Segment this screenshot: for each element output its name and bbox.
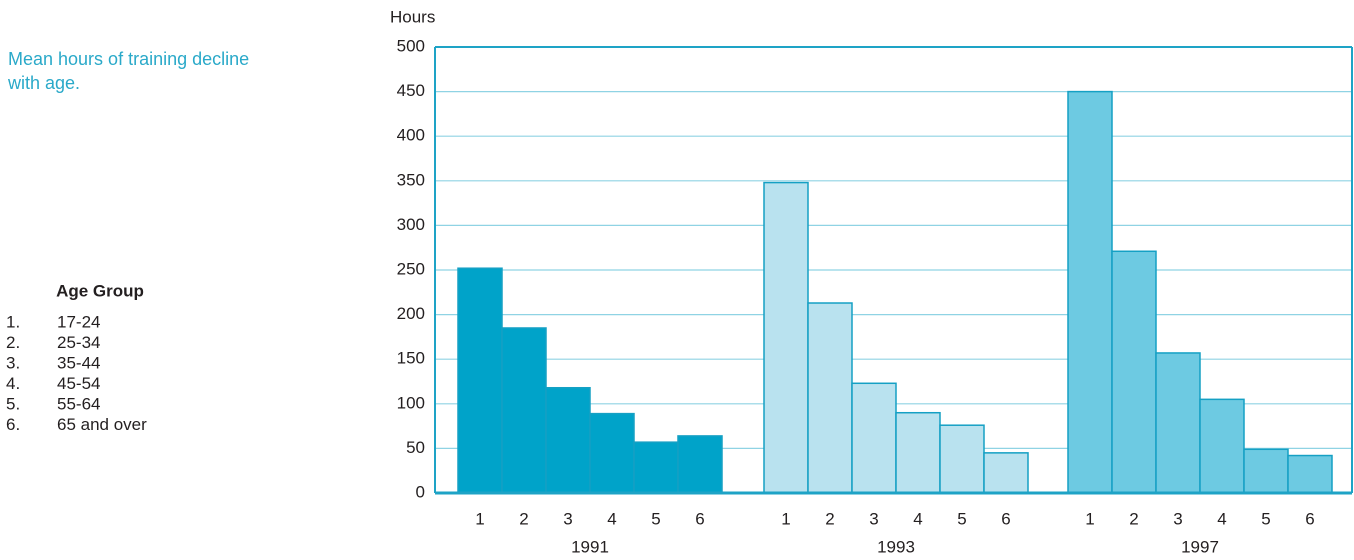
y-tick-label: 0 — [416, 482, 425, 501]
x-tick-label: 6 — [1001, 509, 1010, 528]
group-label: 1991 — [571, 537, 609, 556]
bar — [895, 411, 941, 494]
bar — [1067, 90, 1113, 494]
legend-label: 65 and over — [57, 415, 147, 434]
x-tick-label: 2 — [1129, 509, 1138, 528]
bar — [1243, 448, 1289, 494]
x-tick-label: 2 — [825, 509, 834, 528]
x-tick-label: 6 — [1305, 509, 1314, 528]
legend-label: 17-24 — [57, 312, 100, 331]
x-tick-label: 3 — [1173, 509, 1182, 528]
x-tick-label: 4 — [913, 509, 922, 528]
bar — [1287, 454, 1333, 494]
group-label: 1993 — [877, 537, 915, 556]
y-tick-label: 450 — [397, 81, 425, 100]
bar — [1155, 352, 1201, 494]
legend-label: 45-54 — [57, 374, 100, 393]
bar — [851, 382, 897, 494]
x-tick-label: 5 — [957, 509, 966, 528]
bar — [1111, 250, 1157, 494]
x-tick-label: 3 — [563, 509, 572, 528]
y-tick-label: 250 — [397, 259, 425, 278]
y-tick-label: 200 — [397, 304, 425, 323]
annotation-line: Mean hours of training decline — [8, 49, 249, 69]
y-tick-label: 400 — [397, 126, 425, 145]
bar — [589, 412, 635, 494]
x-tick-label: 3 — [869, 509, 878, 528]
bar — [939, 424, 985, 494]
legend-number: 4. — [6, 374, 20, 393]
x-tick-label: 1 — [781, 509, 790, 528]
bar — [763, 181, 809, 494]
y-tick-label: 50 — [406, 438, 425, 457]
x-tick-label: 4 — [1217, 509, 1226, 528]
x-tick-label: 1 — [475, 509, 484, 528]
x-tick-label: 6 — [695, 509, 704, 528]
bar — [983, 452, 1029, 494]
legend-number: 1. — [6, 312, 20, 331]
x-tick-label: 4 — [607, 509, 616, 528]
y-axis-label: Hours — [390, 7, 435, 26]
bar — [807, 302, 853, 494]
y-tick-label: 350 — [397, 170, 425, 189]
legend-title: Age Group — [56, 281, 144, 300]
bar — [677, 435, 723, 494]
bar — [633, 441, 679, 494]
y-tick-label: 300 — [397, 215, 425, 234]
legend-label: 35-44 — [57, 353, 100, 372]
y-tick-label: 150 — [397, 349, 425, 368]
legend-number: 6. — [6, 415, 20, 434]
group-label: 1997 — [1181, 537, 1219, 556]
bar — [545, 386, 591, 494]
bar — [457, 267, 503, 494]
x-tick-label: 2 — [519, 509, 528, 528]
bar — [501, 327, 547, 494]
x-tick-label: 5 — [651, 509, 660, 528]
y-tick-label: 500 — [397, 36, 425, 55]
annotation-line: with age. — [7, 73, 80, 93]
x-tick-label: 1 — [1085, 509, 1094, 528]
bar — [1199, 398, 1245, 494]
legend-label: 25-34 — [57, 333, 100, 352]
y-tick-label: 100 — [397, 393, 425, 412]
legend-number: 5. — [6, 394, 20, 413]
legend-number: 2. — [6, 333, 20, 352]
legend-label: 55-64 — [57, 394, 100, 413]
x-tick-label: 5 — [1261, 509, 1270, 528]
legend-number: 3. — [6, 353, 20, 372]
